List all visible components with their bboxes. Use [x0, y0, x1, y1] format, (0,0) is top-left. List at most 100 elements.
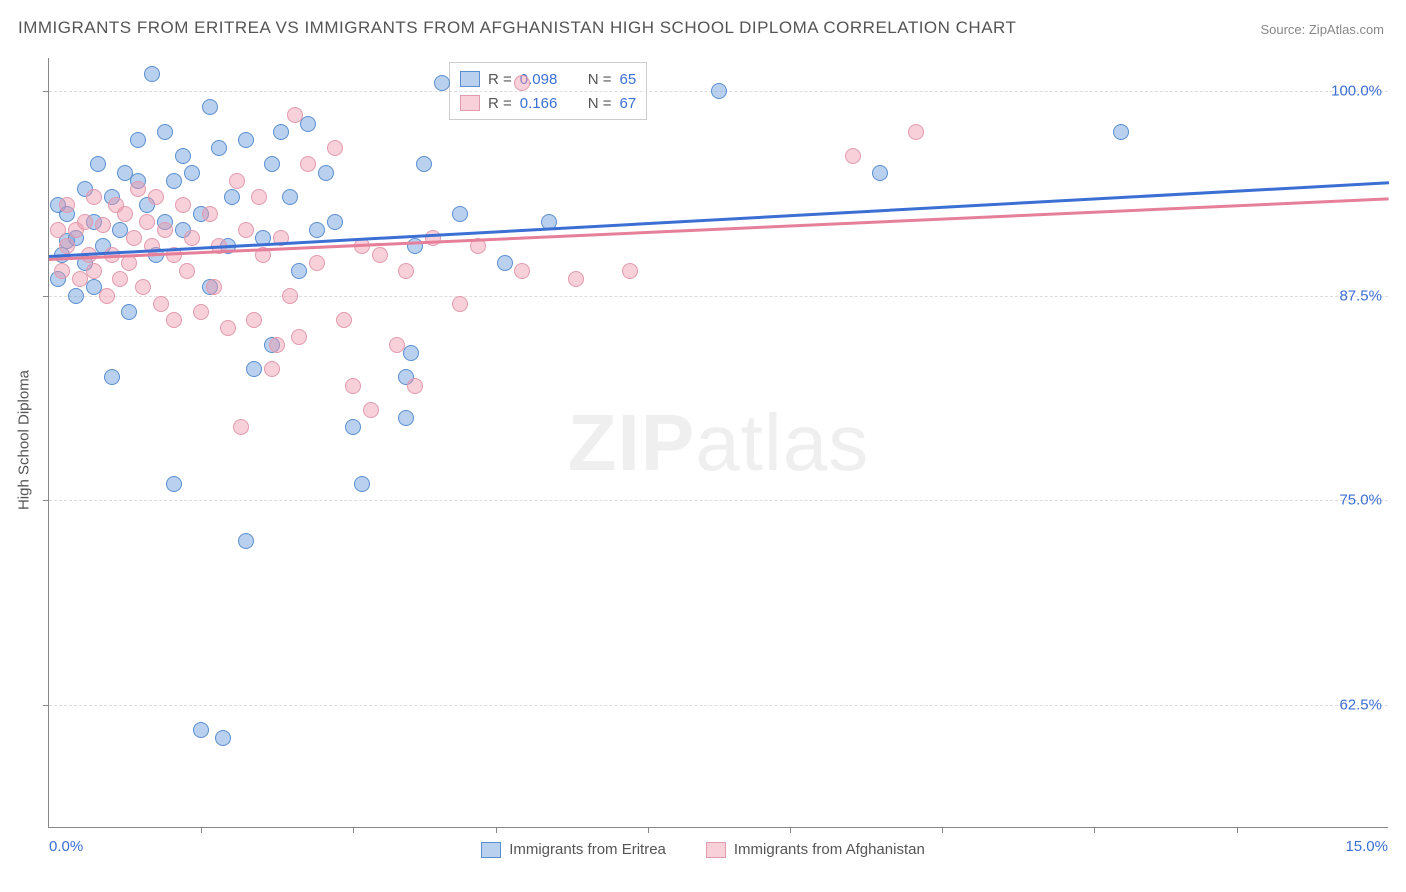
trend-line — [49, 181, 1389, 257]
data-point — [514, 75, 530, 91]
x-tick-mark — [790, 827, 791, 833]
legend-swatch-icon — [706, 842, 726, 858]
data-point — [287, 107, 303, 123]
x-tick-mark — [496, 827, 497, 833]
data-point — [269, 337, 285, 353]
data-point — [238, 533, 254, 549]
y-axis-label: High School Diploma — [16, 370, 33, 510]
x-tick-mark — [648, 827, 649, 833]
gridline — [49, 500, 1388, 501]
data-point — [95, 217, 111, 233]
legend-label: Immigrants from Afghanistan — [734, 841, 925, 858]
y-tick-mark — [43, 296, 49, 297]
data-point — [139, 214, 155, 230]
data-point — [264, 156, 280, 172]
data-point — [273, 124, 289, 140]
data-point — [229, 173, 245, 189]
data-point — [130, 132, 146, 148]
n-value: 65 — [620, 71, 637, 88]
data-point — [68, 288, 84, 304]
data-point — [291, 263, 307, 279]
data-point — [99, 288, 115, 304]
bottom-legend-eritrea: Immigrants from Eritrea — [481, 841, 666, 858]
data-point — [193, 722, 209, 738]
y-tick-mark — [43, 705, 49, 706]
data-point — [144, 66, 160, 82]
data-point — [372, 247, 388, 263]
data-point — [166, 476, 182, 492]
legend-swatch-afghanistan — [460, 95, 480, 111]
data-point — [514, 263, 530, 279]
data-point — [59, 238, 75, 254]
data-point — [175, 197, 191, 213]
data-point — [300, 116, 316, 132]
data-point — [336, 312, 352, 328]
x-tick-mark — [1094, 827, 1095, 833]
n-label: N = — [588, 71, 612, 88]
source-attribution: Source: ZipAtlas.com — [1260, 22, 1384, 37]
data-point — [309, 222, 325, 238]
data-point — [908, 124, 924, 140]
r-value: 0.166 — [520, 95, 570, 112]
y-tick-mark — [43, 500, 49, 501]
bottom-legend: Immigrants from Eritrea Immigrants from … — [0, 841, 1406, 858]
data-point — [246, 312, 262, 328]
data-point — [345, 378, 361, 394]
data-point — [50, 222, 66, 238]
data-point — [54, 263, 70, 279]
data-point — [452, 296, 468, 312]
data-point — [264, 361, 280, 377]
data-point — [327, 214, 343, 230]
data-point — [282, 288, 298, 304]
data-point — [233, 419, 249, 435]
data-point — [291, 329, 307, 345]
gridline — [49, 705, 1388, 706]
data-point — [112, 271, 128, 287]
r-label: R = — [488, 71, 512, 88]
data-point — [86, 263, 102, 279]
gridline — [49, 296, 1388, 297]
data-point — [238, 222, 254, 238]
data-point — [224, 189, 240, 205]
chart-container: IMMIGRANTS FROM ERITREA VS IMMIGRANTS FR… — [0, 0, 1406, 892]
data-point — [711, 83, 727, 99]
data-point — [90, 156, 106, 172]
y-tick-label: 75.0% — [1339, 492, 1382, 509]
data-point — [398, 263, 414, 279]
data-point — [121, 255, 137, 271]
data-point — [121, 304, 137, 320]
plot-area: ZIPatlas R = 0.098 N = 65 R = 0.166 N = … — [48, 58, 1388, 828]
data-point — [59, 197, 75, 213]
data-point — [246, 361, 262, 377]
x-tick-mark — [1237, 827, 1238, 833]
data-point — [309, 255, 325, 271]
data-point — [389, 337, 405, 353]
data-point — [202, 99, 218, 115]
data-point — [206, 279, 222, 295]
data-point — [282, 189, 298, 205]
data-point — [193, 304, 209, 320]
legend-swatch-eritrea — [460, 71, 480, 87]
data-point — [407, 378, 423, 394]
legend-row-eritrea: R = 0.098 N = 65 — [460, 67, 636, 91]
data-point — [157, 222, 173, 238]
data-point — [220, 320, 236, 336]
legend-swatch-icon — [481, 842, 501, 858]
data-point — [77, 214, 93, 230]
data-point — [318, 165, 334, 181]
data-point — [166, 312, 182, 328]
data-point — [398, 410, 414, 426]
data-point — [166, 173, 182, 189]
data-point — [184, 165, 200, 181]
data-point — [416, 156, 432, 172]
data-point — [622, 263, 638, 279]
data-point — [202, 206, 218, 222]
n-label: N = — [588, 95, 612, 112]
data-point — [86, 189, 102, 205]
y-tick-label: 62.5% — [1339, 697, 1382, 714]
data-point — [117, 206, 133, 222]
data-point — [434, 75, 450, 91]
x-tick-mark — [201, 827, 202, 833]
data-point — [184, 230, 200, 246]
data-point — [251, 189, 267, 205]
